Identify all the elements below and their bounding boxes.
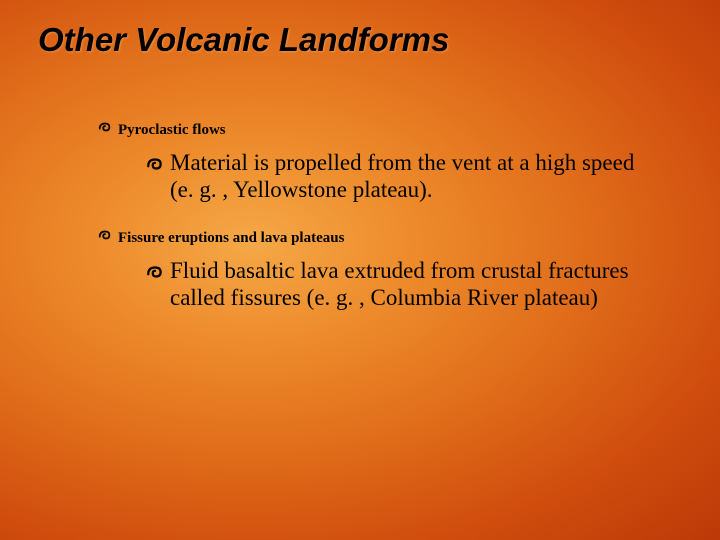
swirl-icon <box>98 228 112 242</box>
topic-detail-row: Fluid basaltic lava extruded from crusta… <box>146 257 652 311</box>
topic-heading-text: Pyroclastic flows <box>118 122 226 139</box>
topic-detail-row: Material is propelled from the vent at a… <box>146 149 652 203</box>
swirl-icon <box>146 155 164 173</box>
topic-detail-text: Material is propelled from the vent at a… <box>170 149 652 203</box>
topic-heading-1: Pyroclastic flows <box>98 120 662 139</box>
topic-detail-2: Fluid basaltic lava extruded from crusta… <box>98 257 662 311</box>
topic-heading-text: Fissure eruptions and lava plateaus <box>118 230 344 247</box>
slide-title: Other Volcanic Landforms <box>38 22 682 58</box>
topic-detail-text: Fluid basaltic lava extruded from crusta… <box>170 257 652 311</box>
topic-detail-1: Material is propelled from the vent at a… <box>98 149 662 203</box>
topic-heading-2: Fissure eruptions and lava plateaus <box>98 228 662 247</box>
swirl-icon <box>146 263 164 281</box>
title-text: Other Volcanic Landforms <box>38 21 449 58</box>
slide-content: Pyroclastic flows Material is propelled … <box>38 120 682 311</box>
swirl-icon <box>98 120 112 134</box>
